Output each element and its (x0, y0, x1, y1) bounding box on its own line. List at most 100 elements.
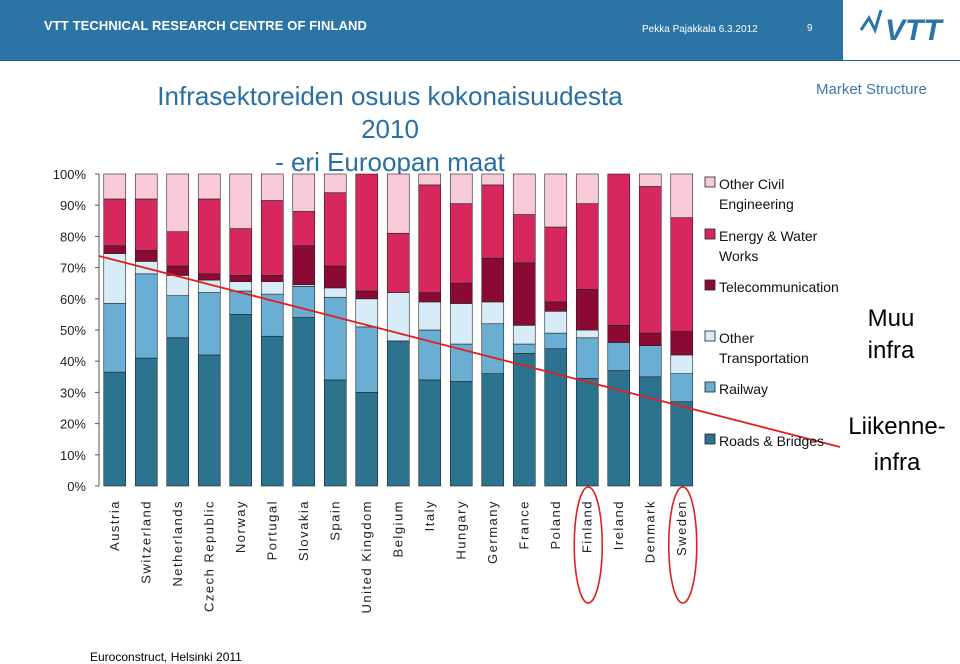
legend-swatch (704, 330, 716, 342)
bar-segment (197, 173, 221, 200)
annotation-liikenne-infra: infra (874, 449, 921, 476)
bar-segment (512, 343, 536, 354)
legend-label-line: Other (719, 330, 754, 346)
y-tick-label: 50% (60, 323, 86, 338)
bar-segment (670, 373, 694, 403)
bar-segment (197, 354, 221, 487)
x-category-label: Norway (233, 500, 248, 553)
bar-segment (638, 173, 662, 187)
legend-label-line: Works (719, 248, 758, 264)
bar-segment (166, 337, 190, 487)
bar-segment (449, 282, 473, 304)
bar-segment (103, 371, 127, 487)
x-category-label: Poland (548, 500, 563, 549)
bar-segment (323, 173, 347, 194)
legend-label-line: Energy & Water (719, 228, 818, 244)
bar-segment (670, 173, 694, 218)
x-category-label: Spain (327, 500, 342, 541)
bar-segment (670, 217, 694, 332)
bar-segment (575, 378, 599, 487)
bar-segment (512, 214, 536, 264)
y-tick-label: 70% (60, 261, 86, 276)
bar-segment (134, 273, 158, 359)
bar-segment (292, 286, 316, 318)
bar-segment (607, 173, 631, 326)
bar-segment (638, 186, 662, 334)
bar-segment (512, 173, 536, 215)
bar-segment (229, 281, 253, 292)
x-category-label: Finland (579, 500, 594, 553)
x-category-label: Netherlands (170, 500, 185, 587)
logo-swoosh-icon (859, 9, 883, 35)
x-category-label: Hungary (453, 500, 468, 560)
x-category-label: Ireland (611, 500, 626, 550)
bar-segment (544, 301, 568, 312)
bar-segment (512, 353, 536, 487)
bar-segment (544, 332, 568, 350)
x-category-label: Denmark (642, 500, 657, 563)
bar-segment (544, 173, 568, 228)
bar-segment (481, 373, 505, 487)
bar-segment (575, 173, 599, 204)
x-category-label: United Kingdom (359, 500, 374, 614)
bar-segment (607, 325, 631, 343)
bar-segment (512, 325, 536, 345)
x-category-label: Sweden (674, 500, 689, 556)
bar-segment (197, 198, 221, 275)
bar-segment (292, 211, 316, 247)
bar-segment (134, 357, 158, 487)
x-category-label: Italy (422, 500, 437, 531)
bar-segment (355, 392, 379, 487)
bar-segment (260, 281, 284, 295)
y-tick-label: 0% (67, 479, 86, 494)
trend-divider-line (98, 255, 841, 448)
x-category-label: Czech Republic (201, 500, 216, 612)
page-number: 9 (807, 23, 813, 34)
bar-segment (134, 250, 158, 262)
bar-segment (481, 323, 505, 374)
bar-segment (418, 292, 442, 303)
x-category-label: France (516, 500, 531, 549)
y-tick-label: 60% (60, 292, 86, 307)
bar-segment (481, 257, 505, 303)
bar-segment (386, 232, 410, 293)
legend-label-line: Other Civil (719, 176, 784, 192)
legend-label: Energy & Water Works (719, 228, 818, 264)
bar-segment (449, 203, 473, 284)
bar-segment (575, 337, 599, 379)
bar-segment (575, 203, 599, 290)
x-category-label: Switzerland (138, 500, 153, 584)
bar-segment (418, 173, 442, 186)
chart-title: Infrasektoreiden osuus kokonaisuudesta 2… (130, 80, 650, 179)
y-tick-label: 30% (60, 385, 86, 400)
legend-label: Other Civil Engineering (719, 176, 794, 212)
x-category-label: Austria (107, 500, 122, 551)
y-tick-label: 10% (60, 448, 86, 463)
legend-label: Other Transportation (719, 330, 809, 366)
author-date: Pekka Pajakkala 6.3.2012 (642, 24, 758, 35)
legend-swatch (704, 176, 716, 188)
bar-segment (134, 173, 158, 200)
bar-segment (292, 173, 316, 212)
header-bar: VTT TECHNICAL RESEARCH CENTRE OF FINLAND… (0, 0, 960, 61)
bar-segment (134, 198, 158, 251)
section-label: Market Structure (816, 81, 927, 98)
y-tick-label: 20% (60, 417, 86, 432)
legend-label-line: Transportation (719, 350, 809, 366)
bar-segment (638, 376, 662, 487)
x-category-label: Belgium (390, 500, 405, 557)
bar-segment (229, 228, 253, 276)
bar-segment (386, 173, 410, 234)
bar-segment (166, 231, 190, 267)
vtt-logo: VTT (843, 0, 960, 60)
bar-segment (607, 342, 631, 371)
bar-segment (544, 226, 568, 303)
bar-segment (418, 329, 442, 381)
bar-segment (323, 379, 347, 487)
bar-segment (103, 198, 127, 247)
bar-segment (260, 173, 284, 201)
bar-segment (229, 173, 253, 229)
bar-segment (355, 326, 379, 393)
bar-segment (418, 379, 442, 487)
